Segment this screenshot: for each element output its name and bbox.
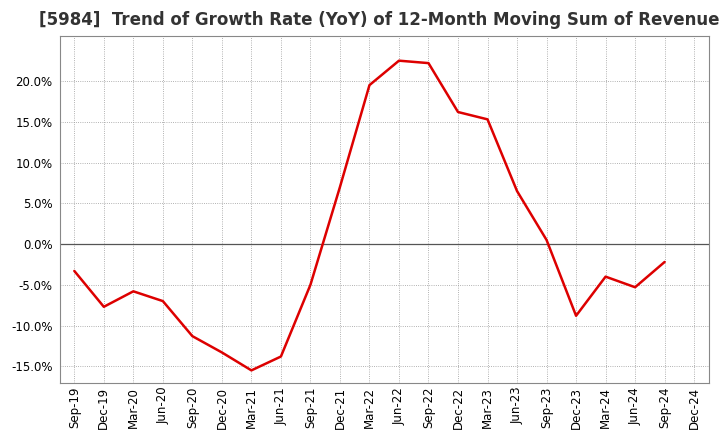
- Title: [5984]  Trend of Growth Rate (YoY) of 12-Month Moving Sum of Revenues: [5984] Trend of Growth Rate (YoY) of 12-…: [39, 11, 720, 29]
